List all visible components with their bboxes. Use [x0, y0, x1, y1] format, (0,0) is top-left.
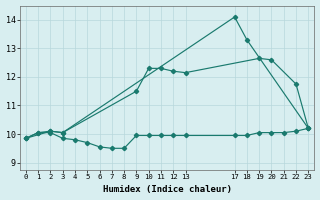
X-axis label: Humidex (Indice chaleur): Humidex (Indice chaleur) — [103, 185, 232, 194]
